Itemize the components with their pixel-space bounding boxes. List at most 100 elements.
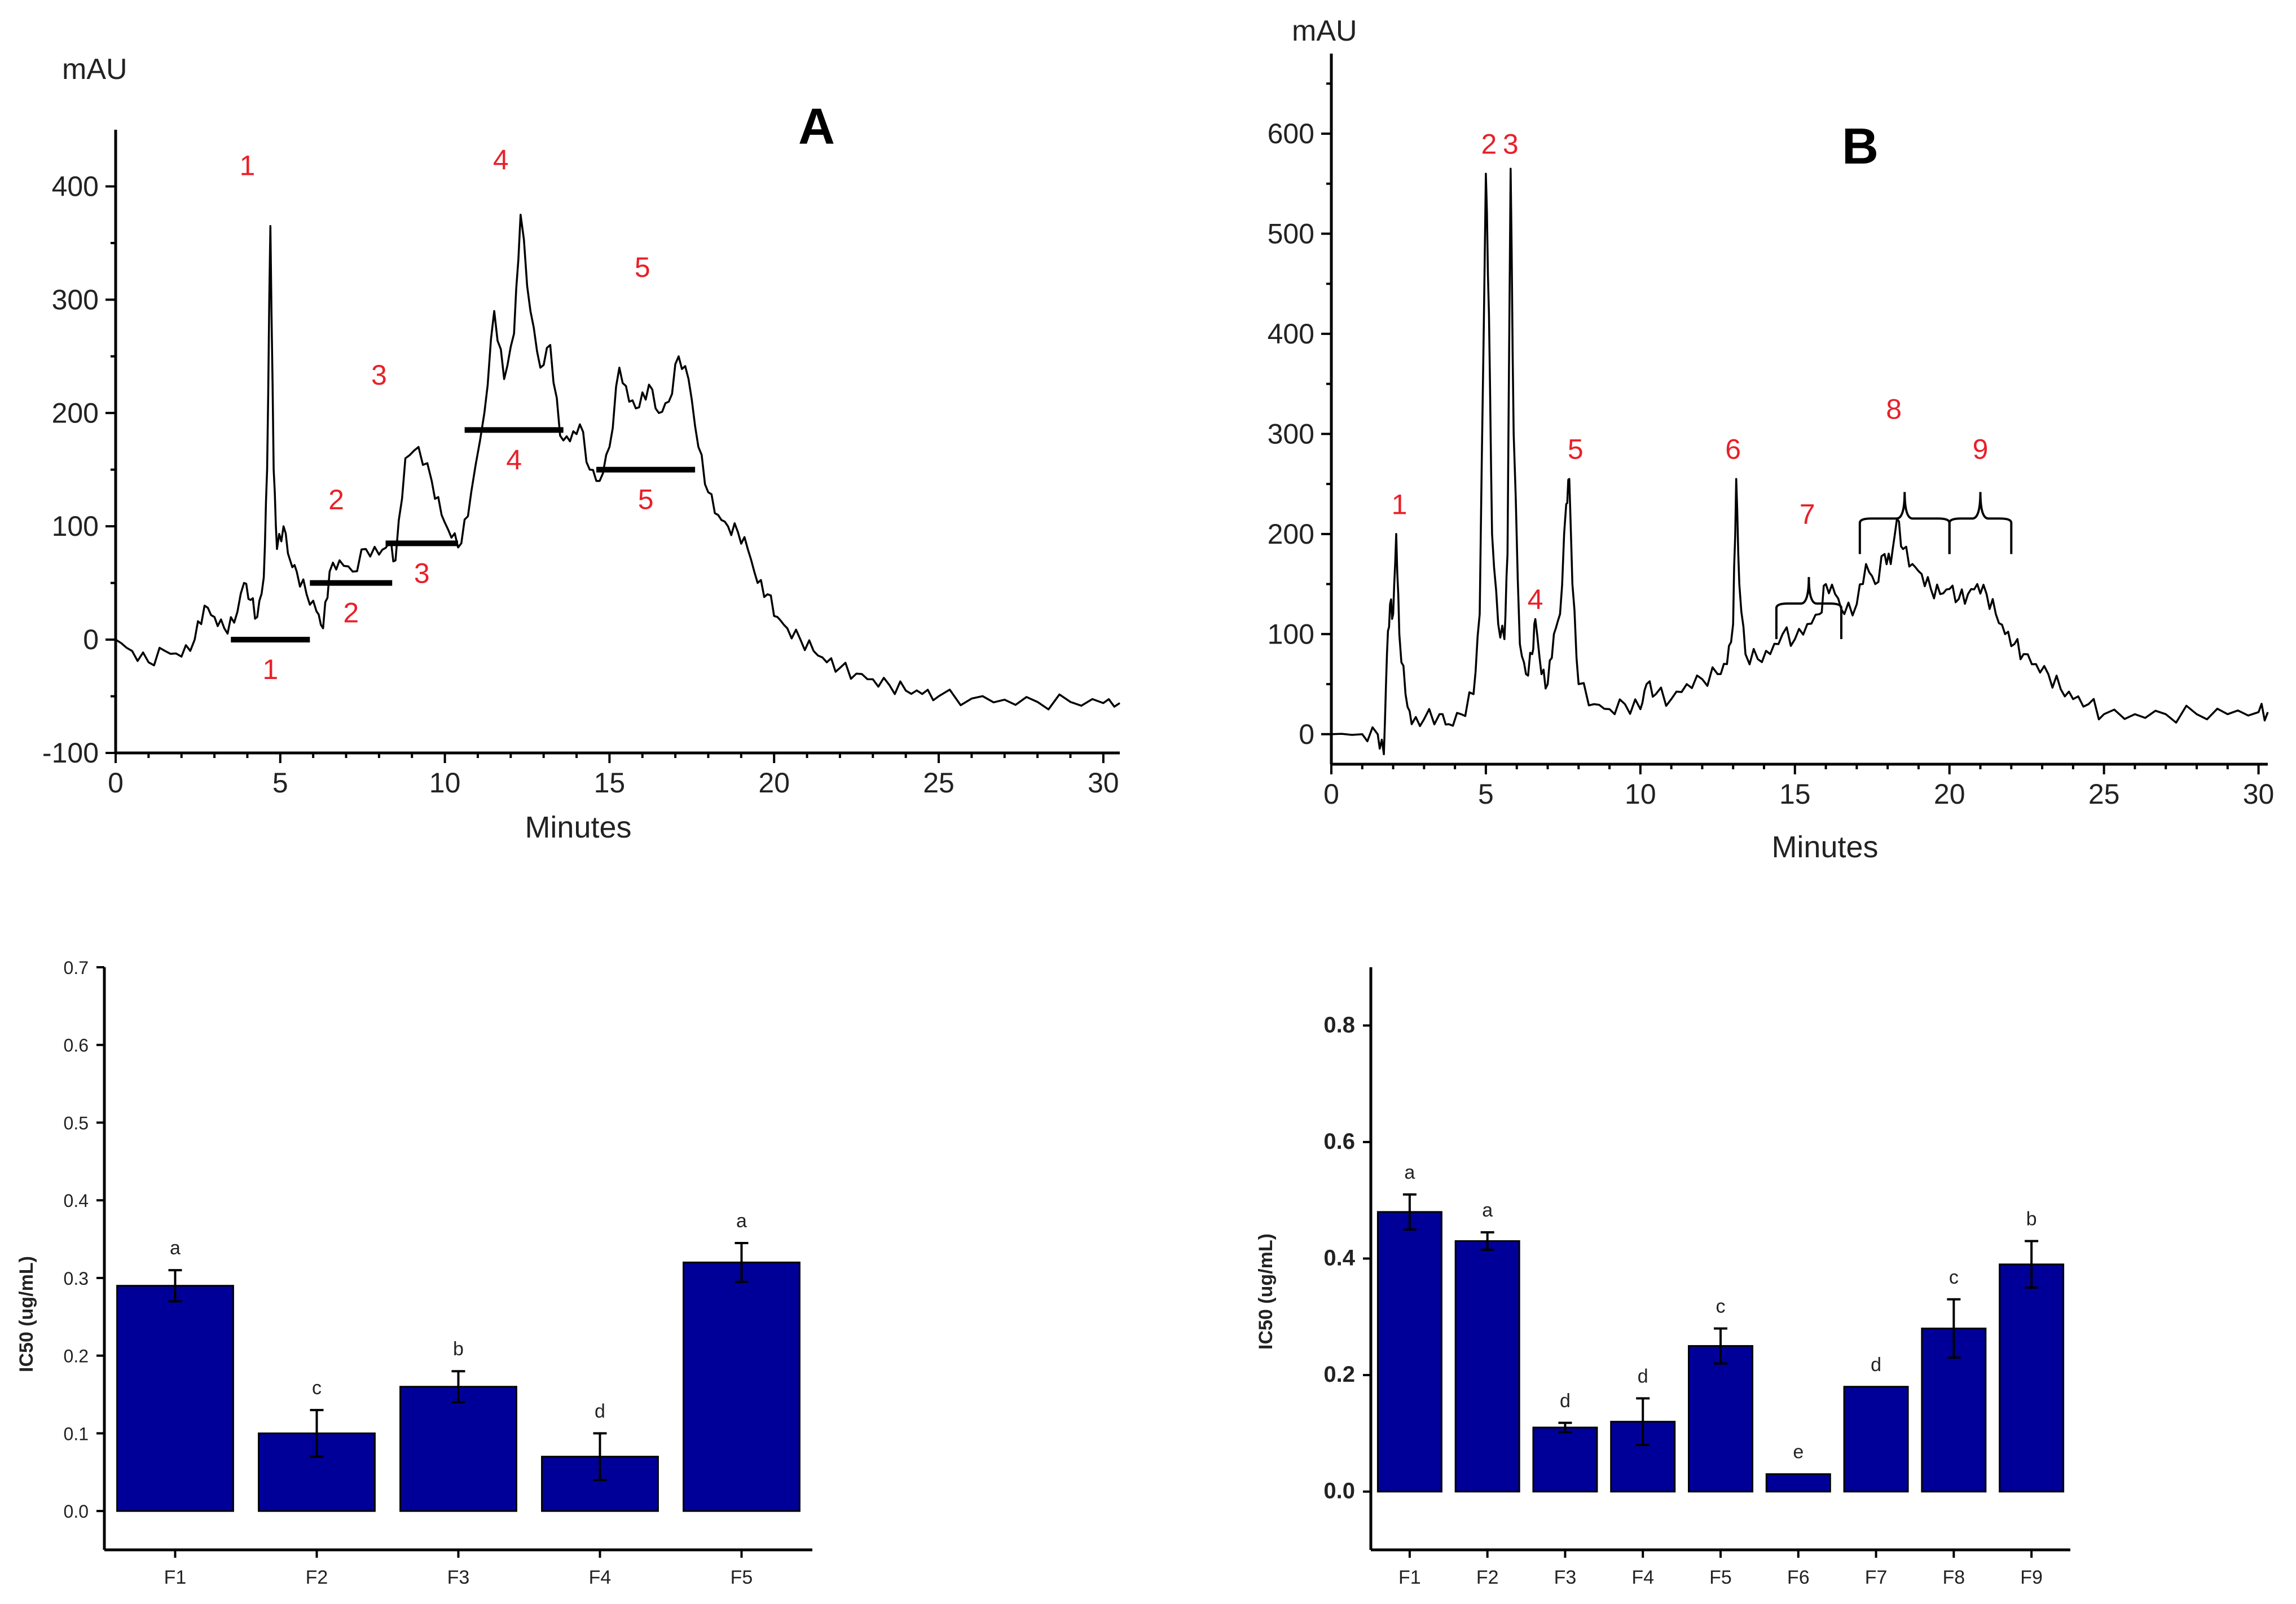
- bar-chart-a-x-tick-label: F2: [306, 1567, 328, 1588]
- bar-chart-b-x-tick-label: F2: [1476, 1567, 1499, 1588]
- chromatogram-a-trace: [115, 213, 1120, 711]
- bar-chart-a-bar-F1: [116, 1285, 234, 1512]
- bar-chart-b-x-tick-label: F6: [1787, 1567, 1810, 1588]
- bar-chart-a-x-tick-label: F5: [731, 1567, 753, 1588]
- bar-chart-b-significance-F9: b: [2026, 1209, 2037, 1230]
- bar-chart-b-x-tick-label: F9: [2020, 1567, 2043, 1588]
- chromatogram-a-x-tick-label: 30: [1088, 767, 1119, 799]
- chromatogram-a: mAU A Minutes 0 5 10 15 20 25 30-1000100200300…: [42, 53, 1120, 844]
- chromatogram-a-panel-label: A: [798, 99, 835, 155]
- peak-label-b-4: 4: [1528, 584, 1543, 615]
- bar-chart-b-x-tick-label: F4: [1631, 1567, 1654, 1588]
- bar-chart-a-significance-F3: b: [453, 1338, 464, 1360]
- bar-chart-b-y-label: IC50 (ug/mL): [1255, 1233, 1277, 1350]
- bar-chart-b-bar-F7: [1843, 1386, 1909, 1493]
- chromatogram-a-y-tick-label: 0: [83, 624, 99, 655]
- peak-label-b-1: 1: [1392, 488, 1407, 520]
- bar-chart-b-significance-F1: a: [1404, 1162, 1415, 1183]
- bar-chart-a-y-tick-label: 0.0: [64, 1501, 89, 1522]
- chromatogram-a-unit: mAU: [62, 53, 127, 86]
- chromatogram-b-x-tick-label: 15: [1779, 778, 1811, 810]
- bar-chart-b-x-tick-label: F3: [1554, 1567, 1577, 1588]
- bar-chart-a-y-tick-label: 0.4: [64, 1191, 89, 1211]
- peak-label-b-8: 8: [1886, 394, 1902, 425]
- bar-chart-b-x-tick-label: F8: [1942, 1567, 1965, 1588]
- bar-chart-b-y-tick-label: 0.6: [1323, 1129, 1355, 1154]
- peak-label-b-3: 3: [1503, 128, 1519, 160]
- fraction-brace: [1775, 577, 1842, 640]
- chromatogram-b-x-tick-label: 25: [2088, 778, 2120, 810]
- peak-label-a-5: 5: [635, 252, 650, 283]
- chromatogram-a-x-tick-label: 10: [429, 767, 461, 799]
- fraction-bar-label-3: 3: [414, 557, 430, 589]
- chromatogram-a-y-tick-label: -100: [42, 737, 99, 769]
- chromatogram-b-y-tick-label: 200: [1268, 518, 1314, 550]
- chromatogram-b-unit: mAU: [1292, 15, 1357, 47]
- chromatogram-b-y-tick-label: 0: [1299, 719, 1314, 750]
- bar-chart-b-significance-F6: e: [1793, 1442, 1804, 1463]
- bar-chart-a-significance-F5: a: [736, 1210, 747, 1232]
- chromatogram-a-y-tick-label: 300: [52, 284, 99, 315]
- chromatogram-a-x-tick-label: 20: [758, 767, 790, 799]
- chromatogram-b-x-tick-label: 0: [1323, 778, 1339, 810]
- bar-chart-b-significance-F2: a: [1482, 1200, 1493, 1221]
- chromatogram-b-x-tick-label: 20: [1934, 778, 1965, 810]
- bar-chart-b-bar-F6: [1765, 1473, 1831, 1493]
- chromatogram-a-y-tick-label: 200: [52, 397, 99, 429]
- bar-chart-a-x-tick-label: F4: [589, 1567, 612, 1588]
- bar-chart-a-significance-F4: d: [595, 1400, 605, 1422]
- bar-chart-b-significance-F4: d: [1638, 1365, 1648, 1387]
- bar-chart-b-significance-F5: c: [1716, 1295, 1726, 1317]
- peak-label-a-1: 1: [240, 149, 256, 181]
- chromatogram-b-trace: [1331, 168, 2269, 756]
- bar-chart-a-significance-F2: c: [312, 1377, 322, 1399]
- bar-chart-b-y-tick-label: 0.8: [1323, 1012, 1355, 1037]
- chromatogram-b-x-tick-label: 5: [1478, 778, 1494, 810]
- bar-chart-b-significance-F3: d: [1560, 1390, 1571, 1412]
- bar-chart-b-significance-F7: d: [1871, 1354, 1881, 1376]
- bar-chart-a-y-tick-label: 0.5: [64, 1113, 89, 1133]
- bar-chart-a-y-tick-label: 0.1: [64, 1424, 89, 1444]
- bar-chart-b-bar-F3: [1532, 1426, 1598, 1493]
- peak-label-b-7: 7: [1800, 499, 1815, 530]
- bar-chart-a-x-tick-label: F1: [164, 1567, 187, 1588]
- bar-chart-b: IC50 (ug/mL) 0.0 0.2 0.4 0.6 0.8 F1 a F2 a F3 d F4 d…: [1255, 967, 2070, 1588]
- chromatogram-b-y-tick-label: 500: [1268, 218, 1314, 249]
- chromatogram-b-panel-label: B: [1842, 118, 1879, 175]
- chromatogram-b-x-tick-label: 10: [1625, 778, 1656, 810]
- bar-chart-b-x-tick-label: F5: [1709, 1567, 1732, 1588]
- bar-chart-a-bar-F3: [399, 1386, 517, 1512]
- bar-chart-b-significance-F8: c: [1949, 1267, 1959, 1288]
- chromatogram-a-y-tick-label: 100: [52, 510, 99, 542]
- bar-chart-b-x-tick-label: F7: [1865, 1567, 1888, 1588]
- peak-label-a-3: 3: [371, 359, 387, 391]
- bar-chart-a: IC50 (ug/mL) 0.0 0.1 0.2 0.3 0.4 0.5 0.6 0.7 F1 a…: [16, 958, 812, 1588]
- peak-label-a-2: 2: [328, 484, 344, 515]
- peak-label-b-6: 6: [1725, 434, 1741, 465]
- peak-label-b-9: 9: [1973, 434, 1989, 465]
- bar-chart-a-x-tick-label: F3: [447, 1567, 470, 1588]
- fraction-brace: [1948, 492, 2013, 554]
- fraction-bar-label-5: 5: [638, 484, 654, 515]
- chromatogram-a-x-label: Minutes: [525, 810, 631, 844]
- bar-chart-b-y-tick-label: 0.2: [1323, 1362, 1355, 1387]
- bar-chart-b-y-tick-label: 0.4: [1323, 1246, 1355, 1271]
- fraction-bar-label-1: 1: [262, 654, 278, 685]
- peak-label-a-4: 4: [493, 144, 509, 175]
- peak-label-b-2: 2: [1481, 128, 1497, 160]
- chromatogram-a-x-tick-label: 0: [108, 767, 124, 799]
- fraction-brace: [1858, 492, 1951, 554]
- chromatogram-b-x-label: Minutes: [1771, 830, 1878, 864]
- bar-chart-a-y-tick-label: 0.2: [64, 1346, 89, 1367]
- bar-chart-a-y-tick-label: 0.7: [64, 958, 89, 978]
- chromatogram-a-x-tick-label: 25: [923, 767, 955, 799]
- fraction-bar-label-2: 2: [343, 597, 359, 629]
- bar-chart-a-bar-F5: [683, 1261, 800, 1512]
- peak-label-b-5: 5: [1568, 434, 1584, 465]
- bar-chart-b-bar-F5: [1688, 1345, 1753, 1493]
- bar-chart-a-significance-F1: a: [170, 1237, 181, 1259]
- fraction-bar-label-4: 4: [506, 444, 522, 475]
- bar-chart-a-y-label: IC50 (ug/mL): [16, 1256, 37, 1372]
- bar-chart-b-y-tick-label: 0.0: [1323, 1479, 1355, 1504]
